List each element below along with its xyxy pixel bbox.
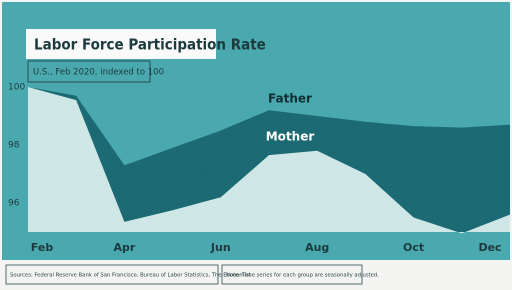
y-tick-label: 100: [8, 83, 25, 93]
source-box: [5, 264, 219, 285]
x-tick-label: Apr: [113, 241, 135, 254]
note-box: [221, 264, 363, 285]
title-box: [26, 29, 216, 59]
area-grain-1: [28, 87, 510, 234]
series-label: Father: [268, 92, 312, 106]
x-tick-label: Oct: [403, 241, 424, 254]
x-tick-label: Feb: [31, 241, 54, 254]
subtitle-box: [27, 60, 151, 83]
y-tick-label: 96: [8, 199, 20, 209]
plot-area: [28, 87, 510, 234]
source: Sources: Federal Reserve Bank of San Fra…: [10, 273, 251, 279]
chart-subtitle: U.S., Feb 2020, indexed to 100: [33, 68, 164, 78]
chart-title: Labor Force Participation Rate: [34, 36, 266, 54]
note: Note: Time series for each group are sea…: [226, 273, 379, 279]
y-tick-label: 98: [8, 141, 20, 151]
series-label: Mother: [266, 130, 315, 144]
x-tick-label: Jun: [210, 241, 231, 254]
x-tick-label: Dec: [478, 241, 501, 254]
x-tick-label: Aug: [305, 241, 329, 254]
